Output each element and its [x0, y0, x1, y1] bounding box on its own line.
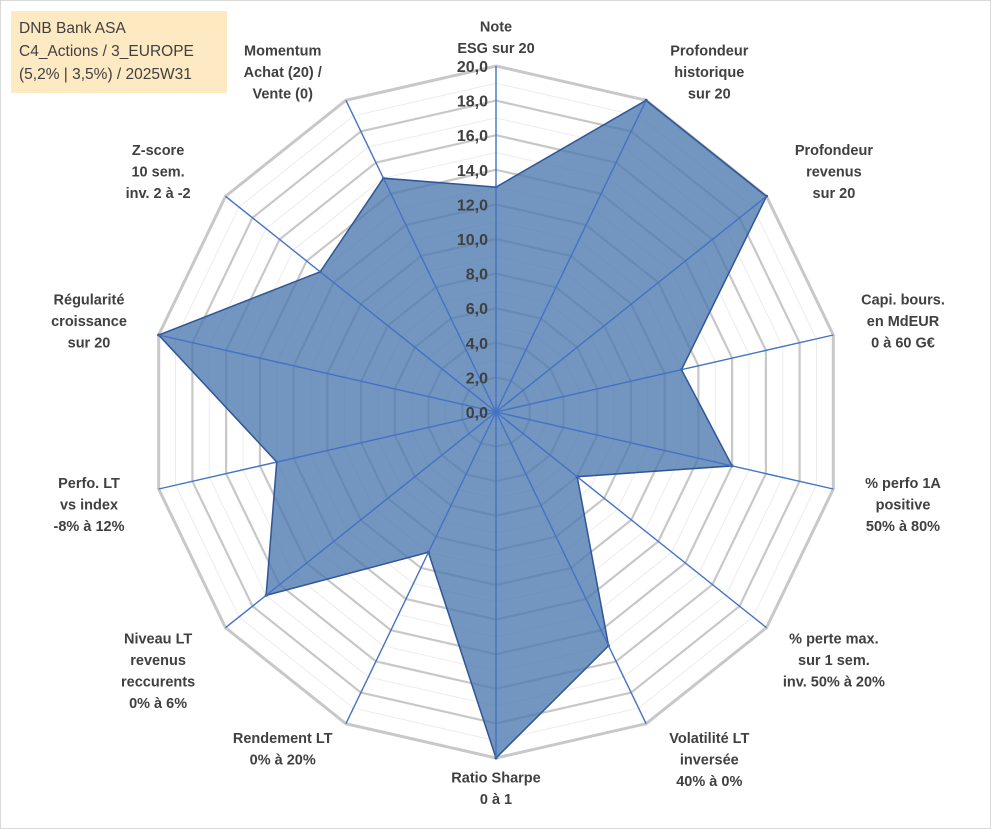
axis-label-line: sur 20 — [813, 186, 856, 202]
axis-label-line: positive — [876, 497, 931, 513]
tick-label: 16,0 — [457, 128, 488, 145]
axis-label-line: 10 sem. — [131, 164, 184, 180]
axis-label-line: Rendement LT — [233, 731, 333, 747]
axis-label-line: 0 à 1 — [480, 792, 512, 808]
axis-spoke — [345, 411, 497, 725]
axis-label: Z-score 10 sem. inv. 2 à -2 — [126, 143, 191, 202]
axis-label-line: 40% à 0% — [676, 774, 742, 790]
title-line-stats: (5,2% | 3,5%) / 2025W31 — [19, 66, 192, 83]
axis-label: Profondeur revenus sur 20 — [795, 143, 873, 202]
tick-label: 14,0 — [457, 163, 488, 180]
tick-label: 2,0 — [466, 370, 488, 387]
axis-spoke — [345, 99, 497, 413]
axis-spoke — [158, 411, 497, 490]
tick-label: 10,0 — [457, 232, 488, 249]
axis-spoke — [225, 195, 497, 413]
title-line-company: DNB Bank ASA — [19, 20, 126, 37]
axis-label: Note ESG sur 20 — [457, 20, 534, 58]
axis-label: Profondeur historique sur 20 — [670, 44, 748, 103]
axis-label: % perfo 1A positive 50% à 80% — [865, 476, 941, 535]
axis-label-line: -8% à 12% — [54, 519, 125, 535]
axis-label-line: Régularité — [54, 293, 125, 309]
tick-label: 4,0 — [466, 336, 488, 353]
title-line-category: C4_Actions / 3_EUROPE — [19, 43, 194, 60]
axis-label-line: Volatilité LT — [669, 731, 749, 747]
axis-spoke — [225, 411, 497, 629]
axis-label-line: % perte max. — [789, 632, 878, 648]
axis-label-line: revenus — [806, 164, 862, 180]
axis-label: Capi. bours. en MdEUR 0 à 60 G€ — [861, 293, 945, 352]
axis-label-line: inv. 2 à -2 — [126, 186, 191, 202]
axis-label: Volatilité LT inversée 40% à 0% — [669, 731, 749, 790]
tick-label: 12,0 — [457, 197, 488, 214]
axis-spoke — [495, 411, 647, 725]
tick-label: 6,0 — [466, 301, 488, 318]
tick-label: 0,0 — [466, 405, 488, 422]
axis-spoke — [495, 334, 834, 413]
axis-label: Momentum Achat (20) / Vente (0) — [244, 44, 322, 103]
axis-spoke — [495, 411, 834, 490]
axis-label-line: 0% à 20% — [250, 753, 316, 769]
radar-spokes — [158, 66, 834, 758]
radar-tick-labels: 0,0 2,0 4,0 6,0 8,0 10,0 12,0 14,0 16,0 18,0 20,0 — [457, 59, 488, 422]
radar-axis-labels: Note ESG sur 20 Profondeur historique sur 20… — [51, 20, 945, 809]
axis-label-line: Vente (0) — [252, 87, 313, 103]
axis-label-line: en MdEUR — [867, 314, 940, 330]
axis-spoke — [158, 334, 497, 413]
axis-label-line: ESG sur 20 — [457, 41, 534, 57]
axis-label-line: 0% à 6% — [129, 696, 187, 712]
axis-label-line: 50% à 80% — [866, 519, 940, 535]
tick-label: 20,0 — [457, 59, 488, 76]
axis-label-line: Profondeur — [795, 143, 873, 159]
axis-label-line: Note — [480, 20, 512, 36]
axis-spoke — [495, 411, 767, 629]
tick-label: 18,0 — [457, 94, 488, 111]
axis-label-line: croissance — [51, 314, 127, 330]
axis-label: Perfo. LT vs index -8% à 12% — [54, 476, 125, 535]
axis-label-line: vs index — [60, 497, 118, 513]
axis-label: Niveau LT revenus reccurents 0% à 6% — [121, 632, 195, 713]
axis-label-line: sur 1 sem. — [798, 653, 870, 669]
axis-label: Rendement LT 0% à 20% — [233, 731, 333, 769]
axis-label-line: Ratio Sharpe — [451, 771, 540, 787]
axis-label-line: sur 20 — [68, 336, 111, 352]
axis-label: Ratio Sharpe 0 à 1 — [451, 771, 540, 809]
axis-label-line: Z-score — [132, 143, 184, 159]
axis-label-line: Niveau LT — [124, 632, 192, 648]
axis-label-line: inversée — [680, 753, 739, 769]
axis-label-line: revenus — [130, 653, 186, 669]
tick-label: 8,0 — [466, 267, 488, 284]
axis-label-line: historique — [674, 65, 744, 81]
axis-label-line: Profondeur — [670, 44, 748, 60]
axis-label-line: sur 20 — [688, 87, 731, 103]
axis-label-line: Capi. bours. — [861, 293, 945, 309]
chart-title-box: DNB Bank ASA C4_Actions / 3_EUROPE (5,2%… — [11, 11, 227, 93]
axis-label-line: Momentum — [244, 44, 321, 60]
axis-spoke — [495, 195, 767, 413]
axis-label-line: Perfo. LT — [58, 476, 120, 492]
axis-label-line: 0 à 60 G€ — [871, 336, 935, 352]
axis-label-line: inv. 50% à 20% — [783, 675, 885, 691]
axis-spoke — [495, 99, 647, 413]
axis-label: % perte max. sur 1 sem. inv. 50% à 20% — [783, 632, 885, 691]
axis-label-line: % perfo 1A — [865, 476, 941, 492]
axis-label-line: Achat (20) / — [244, 65, 322, 81]
axis-label: Régularité croissance sur 20 — [51, 293, 127, 352]
axis-label-line: reccurents — [121, 675, 195, 691]
